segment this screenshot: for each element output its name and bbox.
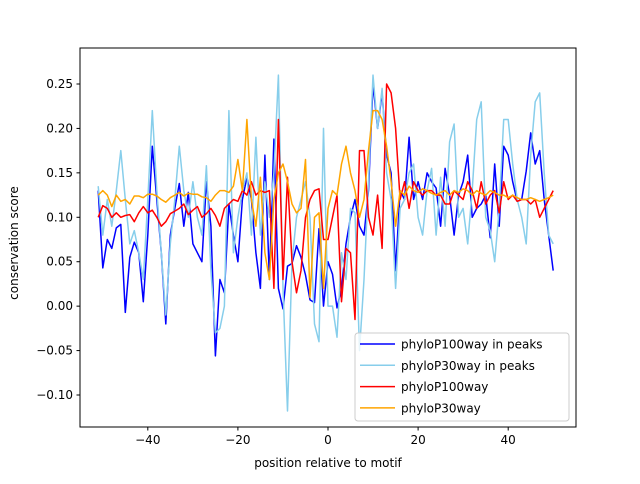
legend-label: phyloP100way <box>401 380 488 394</box>
y-tick-label: 0.15 <box>46 166 73 180</box>
y-tick-label: −0.05 <box>36 344 73 358</box>
y-tick-label: 0.10 <box>46 210 73 224</box>
x-axis-label: position relative to motif <box>254 456 402 470</box>
x-axis: −40 −20 0 20 40 <box>135 427 516 447</box>
x-tick-label: 40 <box>501 433 516 447</box>
y-tick-label: 0.20 <box>46 121 73 135</box>
series-line-phylop30way-in-peaks <box>97 74 554 412</box>
legend: phyloP100way in peaks phyloP30way in peak… <box>354 332 570 422</box>
x-tick-label: 20 <box>410 433 425 447</box>
legend-box <box>354 332 570 422</box>
y-tick-label: 0.25 <box>46 77 73 91</box>
series-layer <box>97 74 554 412</box>
x-tick-label: 0 <box>324 433 332 447</box>
y-tick-label: 0.00 <box>46 299 73 313</box>
y-tick-label: 0.05 <box>46 255 73 269</box>
x-tick-label: −40 <box>135 433 160 447</box>
y-axis-label: conservation score <box>7 186 21 300</box>
legend-label: phyloP30way <box>401 401 481 415</box>
x-tick-label: −20 <box>225 433 250 447</box>
legend-label: phyloP100way in peaks <box>401 338 543 352</box>
y-tick-label: −0.10 <box>36 388 73 402</box>
y-axis: 0.25 0.20 0.15 0.10 0.05 0.00 −0.05 −0.10 <box>36 77 80 402</box>
legend-label: phyloP30way in peaks <box>401 359 535 373</box>
series-line-phylop30way <box>97 109 554 299</box>
